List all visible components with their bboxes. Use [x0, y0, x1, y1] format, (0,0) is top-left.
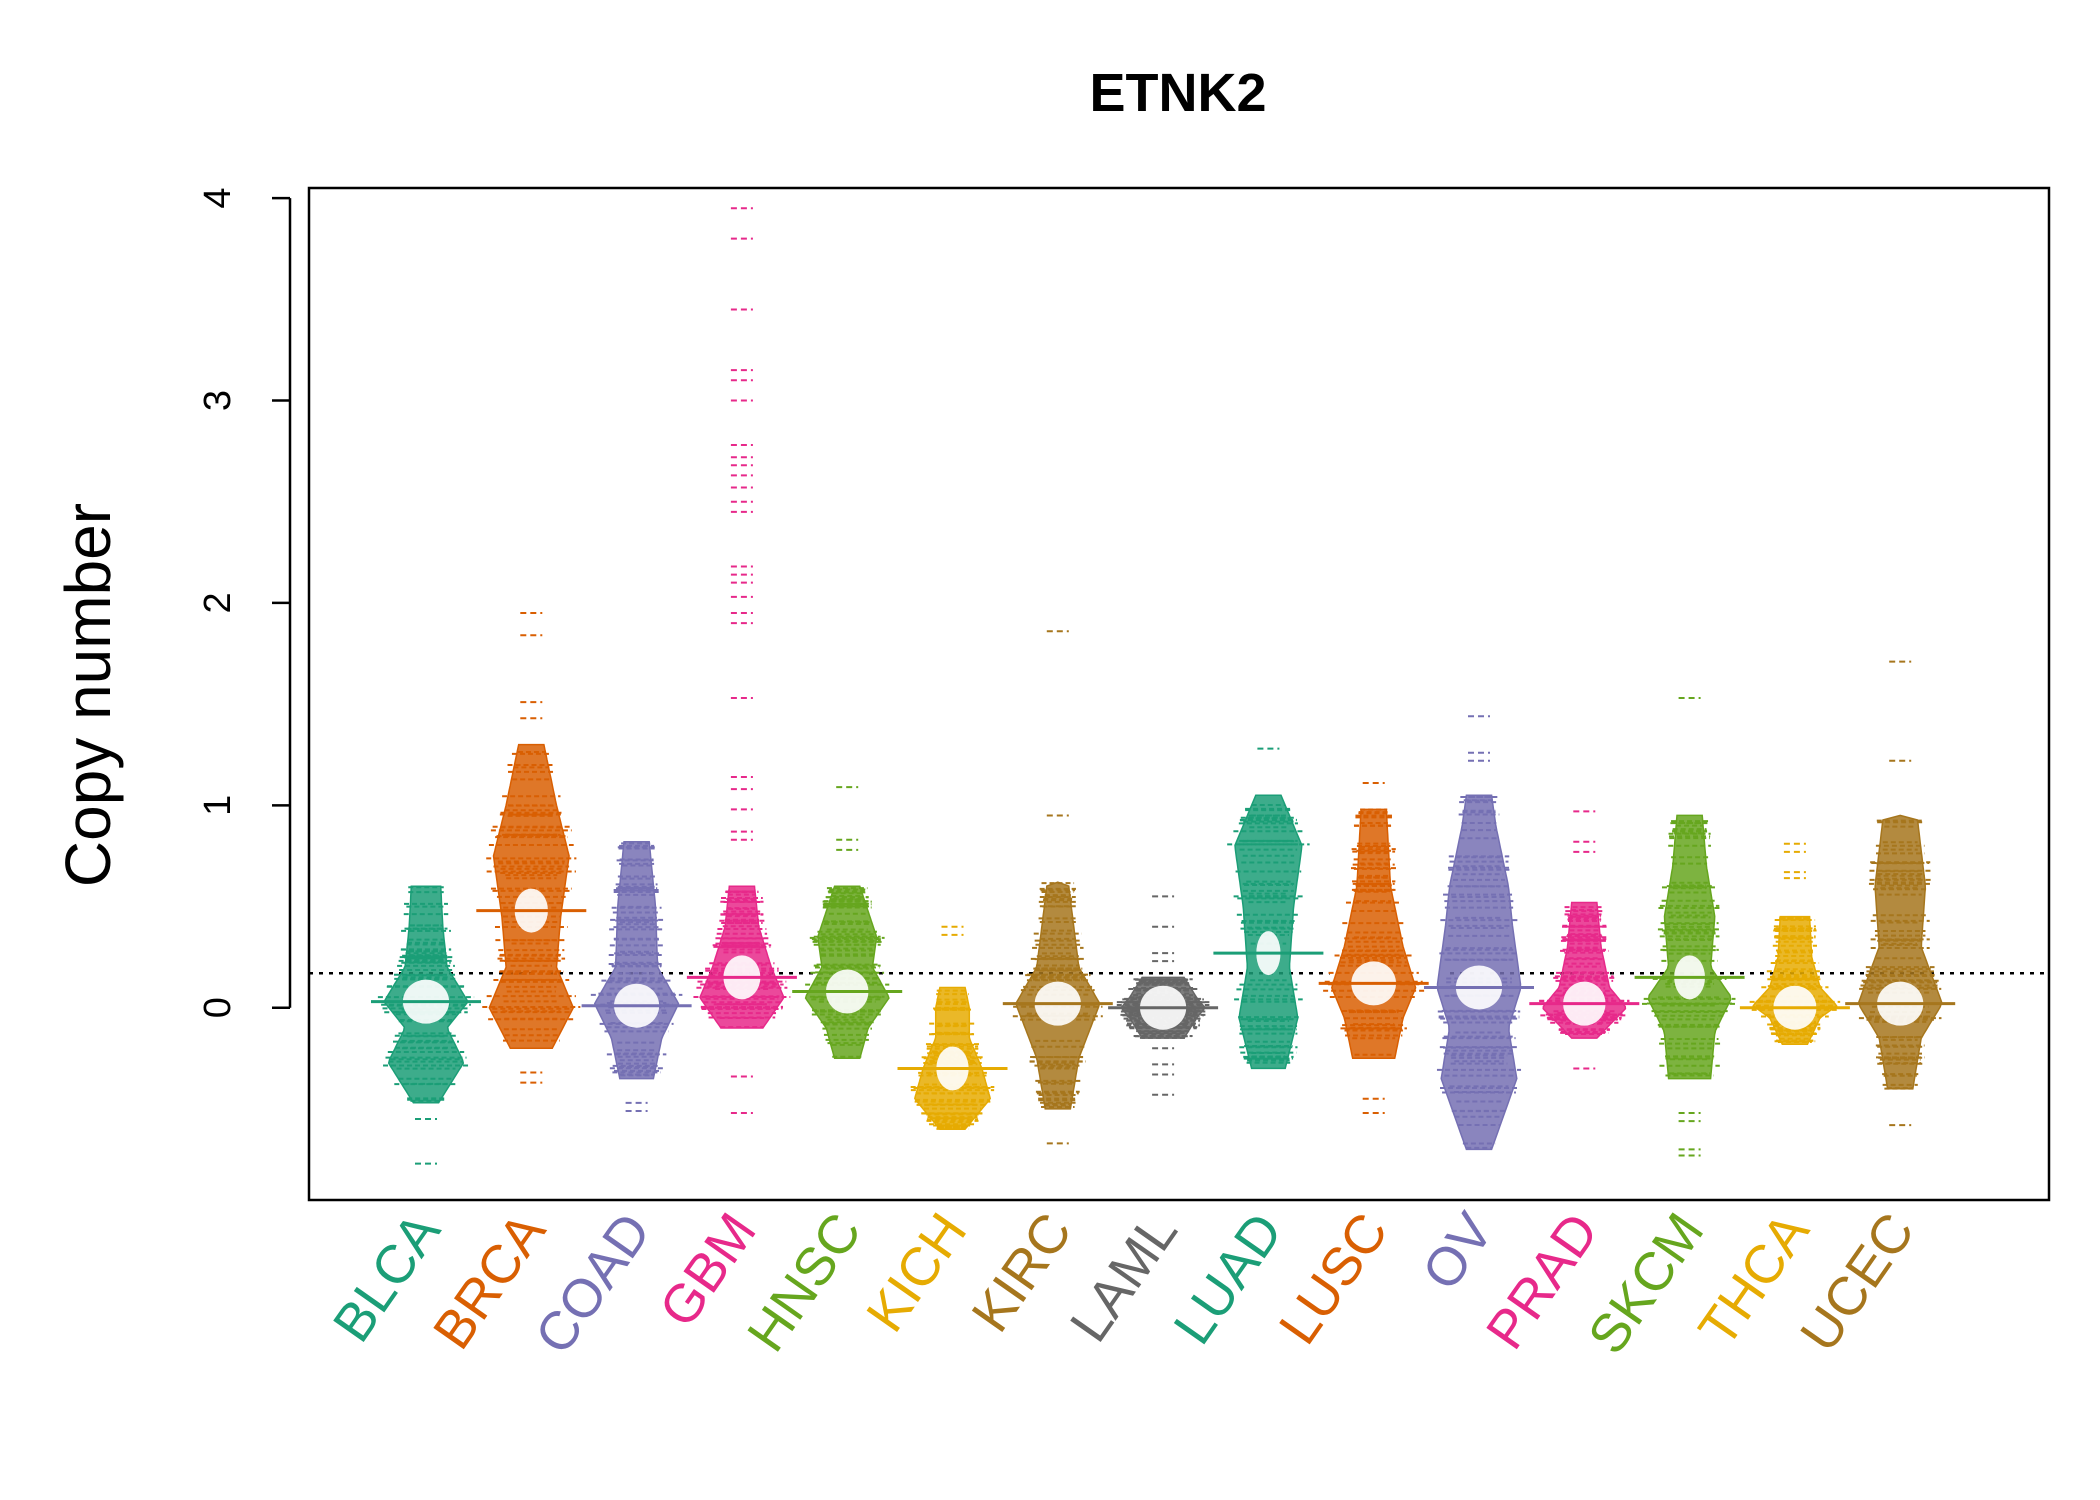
bean-prad — [1529, 810, 1640, 1070]
bean-shape — [593, 841, 680, 1080]
y-tick-label: 0 — [197, 997, 239, 1018]
y-tick-label: 4 — [197, 188, 239, 209]
bean-kich — [897, 925, 1008, 1130]
bean-kirc — [1002, 630, 1113, 1145]
bean-blca — [371, 885, 481, 1165]
x-tick-label-coad: COAD — [524, 1202, 663, 1364]
bean-thca — [1739, 842, 1850, 1045]
x-tick-label-laml: LAML — [1059, 1202, 1189, 1352]
bean-lusc — [1318, 782, 1429, 1114]
x-tick-label-luad: LUAD — [1162, 1202, 1294, 1354]
y-tick-label: 2 — [197, 592, 239, 613]
bean-gbm — [686, 207, 797, 1114]
y-axis: 0 1 2 3 4 — [197, 188, 292, 1018]
beans-group — [371, 207, 1956, 1165]
bean-luad — [1213, 747, 1324, 1070]
y-axis-label: Copy number — [52, 503, 124, 887]
plot-frame — [307, 186, 2051, 1202]
bean-ov — [1424, 715, 1534, 1151]
chart-title: ETNK2 — [1089, 63, 1266, 123]
bean-hnsc — [792, 786, 903, 1060]
x-tick-label-ov: OV — [1411, 1202, 1505, 1300]
bean-brca — [476, 612, 587, 1084]
bean-shape — [1858, 814, 1943, 1090]
x-tick-label-kich: KICH — [855, 1202, 978, 1342]
bean-ucec — [1845, 660, 1956, 1127]
y-tick-label: 3 — [197, 390, 239, 411]
bean-coad — [581, 841, 692, 1112]
y-tick-label: 1 — [197, 795, 239, 816]
bean-skcm — [1634, 697, 1745, 1157]
x-tick-label-skcm: SKCM — [1577, 1202, 1716, 1364]
x-tick-label-lusc: LUSC — [1268, 1202, 1400, 1354]
x-tick-label-ucec: UCEC — [1789, 1202, 1926, 1362]
bean-laml — [1108, 895, 1219, 1096]
x-tick-label-hnsc: HNSC — [736, 1202, 873, 1362]
